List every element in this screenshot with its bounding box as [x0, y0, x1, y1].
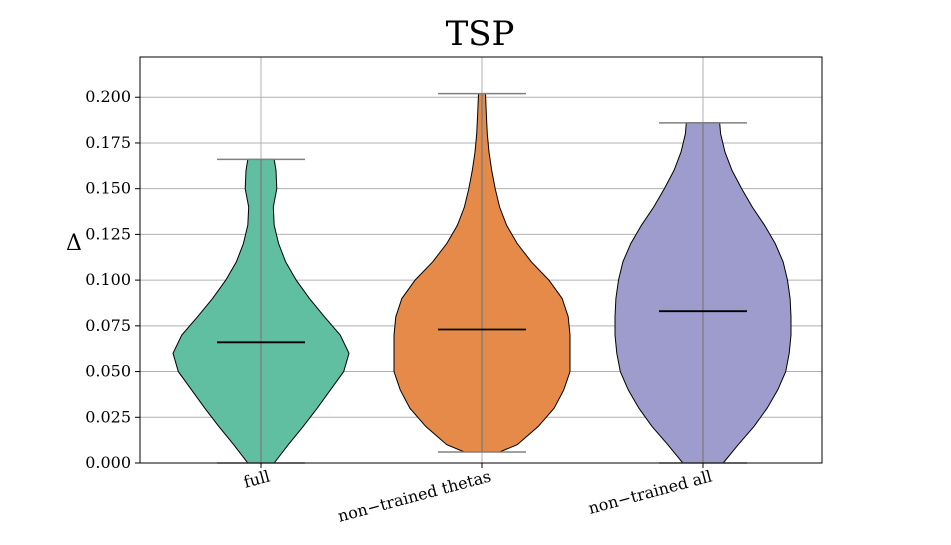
y-tick-label: 0.150 [85, 179, 131, 198]
x-tick-label: non−trained all [586, 467, 714, 518]
chart-title: TSP [446, 14, 515, 54]
y-axis-label: Δ [66, 231, 82, 256]
y-tick-label: 0.025 [85, 407, 131, 426]
y-axis-ticks: 0.000 0.025 0.050 0.075 0.100 0.125 0.150 0.175… [85, 87, 140, 472]
y-tick-label: 0.075 [85, 316, 131, 335]
y-tick-label: 0.200 [85, 87, 131, 106]
x-axis-ticks: full non−trained thetas non−trained all [242, 463, 714, 526]
y-tick-label: 0.100 [85, 270, 131, 289]
violins [172, 92, 792, 464]
plot-frame [139, 56, 823, 464]
y-tick-label: 0.050 [85, 362, 131, 381]
y-tick-label: 0.125 [85, 224, 131, 243]
y-tick-label: 0.000 [85, 453, 131, 472]
x-tick-label: non−trained thetas [336, 467, 493, 526]
x-tick-label: full [242, 467, 272, 492]
y-tick-label: 0.175 [85, 133, 131, 152]
